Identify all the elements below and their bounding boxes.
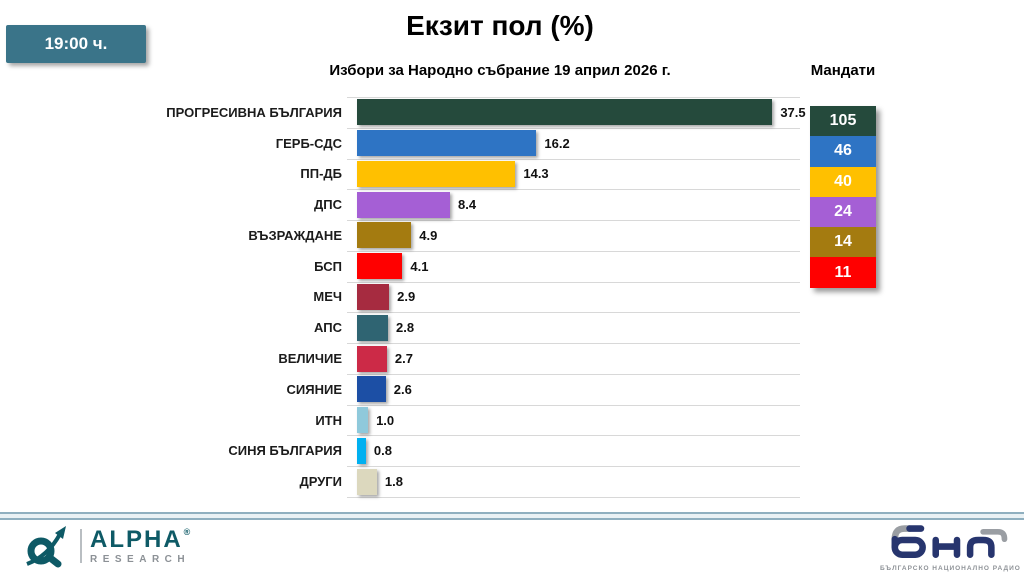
bar-value-label: 1.8: [384, 474, 403, 490]
alpha-registered-mark: ®: [183, 526, 193, 537]
alpha-brand-name: ALPHA ®: [90, 525, 193, 553]
bar-track: 1.8: [347, 466, 800, 498]
bar-value-label: 2.6: [393, 381, 412, 397]
plot-top-border: [347, 97, 800, 98]
time-badge-label: 19:00 ч.: [44, 34, 108, 53]
party-label: ВЕЛИЧИЕ: [278, 351, 342, 366]
party-bar: [357, 468, 377, 495]
party-bar: [357, 99, 773, 126]
chart-row: БСП 4.1: [0, 251, 810, 283]
chart-row: ИТН 1.0: [0, 405, 810, 437]
time-badge: 19:00 ч.: [6, 25, 146, 63]
chart-row: ДПС 8.4: [0, 189, 810, 222]
chart-row: ГЕРБ-СДС 16.2: [0, 128, 810, 160]
chart-row: ПП-ДБ 14.3: [0, 159, 810, 191]
bnr-logo: БЪЛГАРСКО НАЦИОНАЛНО РАДИО: [880, 522, 1021, 572]
party-label: ГЕРБ-СДС: [275, 135, 342, 151]
party-label: МЕЧ: [313, 289, 342, 305]
chart-row: ВЪЗРАЖДАНЕ 4.9: [0, 220, 810, 252]
bar-track: 14.3: [347, 159, 800, 191]
alpha-logo-text: ALPHA ® RESEARCH: [90, 525, 193, 565]
mandate-box: 40: [810, 166, 876, 197]
alpha-research-logo: ALPHA ® RESEARCH: [22, 524, 192, 568]
party-bar: [357, 376, 386, 403]
bar-track: 1.0: [347, 405, 800, 437]
alpha-logo-separator: [80, 529, 82, 563]
bar-track: 37.5: [347, 97, 806, 129]
chart-row: ДРУГИ 1.8: [0, 466, 810, 498]
bar-track: 16.2: [347, 128, 800, 160]
party-bar: [357, 191, 451, 218]
bar-value-label: 4.1: [410, 258, 429, 274]
bar-value-label: 2.9: [397, 289, 416, 305]
party-bar: [357, 130, 537, 157]
chart-row: АПС 2.8: [0, 312, 810, 345]
alpha-research-glyph-icon: [26, 526, 66, 568]
bar-track: 2.9: [347, 282, 800, 314]
bnr-glyph-icon: [891, 525, 1008, 558]
party-bar: [357, 283, 390, 310]
bar-track: 4.1: [347, 251, 800, 283]
bar-value-label: 0.8: [373, 443, 392, 459]
party-label: ВЪЗРАЖДАНЕ: [248, 227, 342, 243]
alpha-brand-label: ALPHA: [90, 525, 183, 553]
party-label: ДПС: [314, 197, 342, 213]
bar-value-label: 1.0: [376, 412, 395, 428]
bar-value-label: 2.7: [394, 351, 413, 366]
party-bar: [357, 407, 369, 434]
mandate-box: 105: [810, 106, 876, 137]
mandate-box: 24: [810, 196, 876, 228]
bar-value-label: 14.3: [523, 166, 549, 182]
party-label: БСП: [314, 258, 342, 274]
mandate-box: 46: [810, 136, 876, 167]
bar-value-label: 8.4: [458, 197, 477, 213]
mandate-box: 11: [810, 257, 876, 288]
party-bar: [357, 437, 366, 464]
bar-track: 2.6: [347, 374, 800, 406]
bar-value-label: 37.5: [780, 104, 806, 120]
bar-chart: ПРОГРЕСИВНА БЪЛГАРИЯ 37.5 ГЕРБ-СДС 16.2 ПП-Д…: [0, 97, 810, 498]
chart-row: ПРОГРЕСИВНА БЪЛГАРИЯ 37.5: [0, 97, 810, 129]
party-label: ПРОГРЕСИВНА БЪЛГАРИЯ: [166, 104, 342, 120]
chart-row: МЕЧ 2.9: [0, 282, 810, 314]
chart-subtitle: Избори за Народно събрание 19 април 2026…: [329, 62, 671, 79]
mandates-column-header: Мандати: [810, 62, 876, 79]
bar-track: 8.4: [347, 189, 800, 222]
bar-track: 2.8: [347, 312, 800, 345]
mandates-stack: 105 46 40 24 14 11: [810, 106, 876, 288]
party-bar: [357, 222, 412, 249]
page-title: Екзит пол (%): [406, 10, 594, 41]
party-label: ПП-ДБ: [300, 166, 342, 182]
bnr-caption: БЪЛГАРСКО НАЦИОНАЛНО РАДИО: [880, 565, 1021, 572]
party-bar: [357, 314, 388, 341]
party-label: ДРУГИ: [299, 474, 342, 490]
footer-divider: [0, 512, 1024, 520]
party-label: СИНЯ БЪЛГАРИЯ: [228, 443, 342, 459]
alpha-sub-label: RESEARCH: [90, 553, 191, 565]
mandate-box: 14: [810, 227, 876, 258]
party-bar: [357, 345, 387, 372]
party-bar: [357, 160, 516, 187]
party-label: ИТН: [315, 412, 342, 428]
chart-row: СИНЯ БЪЛГАРИЯ 0.8: [0, 435, 810, 468]
bar-track: 4.9: [347, 220, 800, 252]
bar-track: 0.8: [347, 435, 800, 468]
chart-row: ВЕЛИЧИЕ 2.7: [0, 343, 810, 375]
party-label: СИЯНИЕ: [286, 381, 342, 397]
party-bar: [357, 253, 403, 280]
bar-value-label: 16.2: [544, 135, 570, 151]
bar-track: 2.7: [347, 343, 800, 375]
bar-value-label: 4.9: [419, 227, 438, 243]
party-label: АПС: [314, 320, 342, 336]
bar-value-label: 2.8: [396, 320, 415, 336]
chart-row: СИЯНИЕ 2.6: [0, 374, 810, 406]
